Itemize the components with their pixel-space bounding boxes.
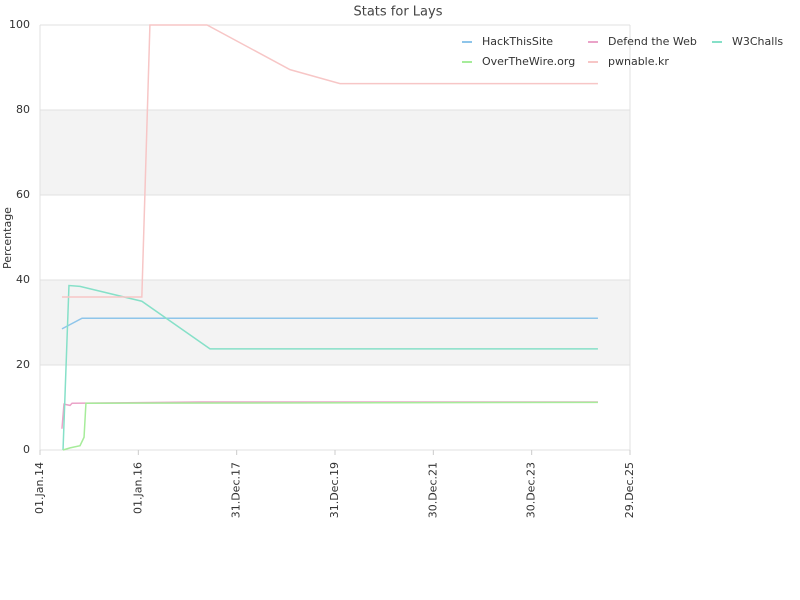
y-axis-label: Percentage [1,207,14,269]
series-line [61,317,598,330]
plot-band [40,110,630,195]
legend-label: HackThisSite [482,35,553,48]
series-line [62,284,598,451]
y-tick-label: 0 [23,443,30,456]
y-tick-label: 20 [16,358,30,371]
plot-band [40,280,630,365]
legend-label: Defend the Web [608,35,697,48]
x-tick-label: 30.Dec.21 [426,462,439,518]
y-tick-label: 80 [16,103,30,116]
series-line [61,24,598,298]
x-tick-label: 31.Dec.17 [230,462,243,518]
x-tick-label: 29.Dec.25 [623,462,636,518]
series-line [62,401,598,451]
legend-label: pwnable.kr [608,55,669,68]
series-line [61,401,598,429]
legend-label: W3Challs [732,35,783,48]
y-tick-label: 60 [16,188,30,201]
y-tick-label: 100 [9,18,30,31]
x-tick-label: 31.Dec.19 [328,462,341,518]
x-tick-label: 01.Jan.16 [131,462,144,514]
legend-label: OverTheWire.org [482,55,575,68]
x-tick-label: 01.Jan.14 [33,462,46,514]
y-tick-label: 40 [16,273,30,286]
x-tick-label: 30.Dec.23 [525,462,538,518]
chart-title: Stats for Lays [353,5,442,20]
